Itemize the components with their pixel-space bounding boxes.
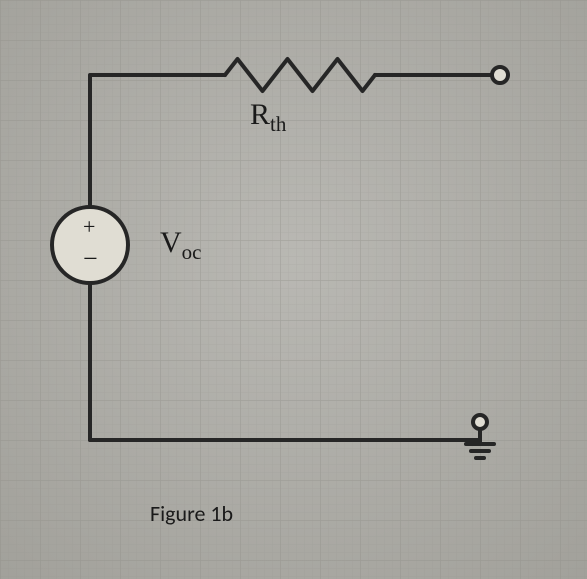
figure-caption: Figure 1b	[150, 500, 233, 527]
resistor-label-main: R	[250, 98, 270, 131]
circuit-diagram	[0, 0, 587, 579]
resistor-symbol	[225, 59, 375, 91]
wire	[90, 75, 225, 207]
output-terminal	[492, 67, 508, 83]
ground-symbol	[466, 415, 494, 458]
source-label: Voc	[160, 226, 202, 265]
source-label-sub: oc	[182, 240, 202, 264]
source-label-main: V	[160, 226, 182, 259]
source-plus: +	[83, 214, 95, 240]
resistor-label: Rth	[250, 98, 286, 137]
source-minus: −	[83, 244, 98, 274]
resistor-label-sub: th	[270, 112, 286, 136]
